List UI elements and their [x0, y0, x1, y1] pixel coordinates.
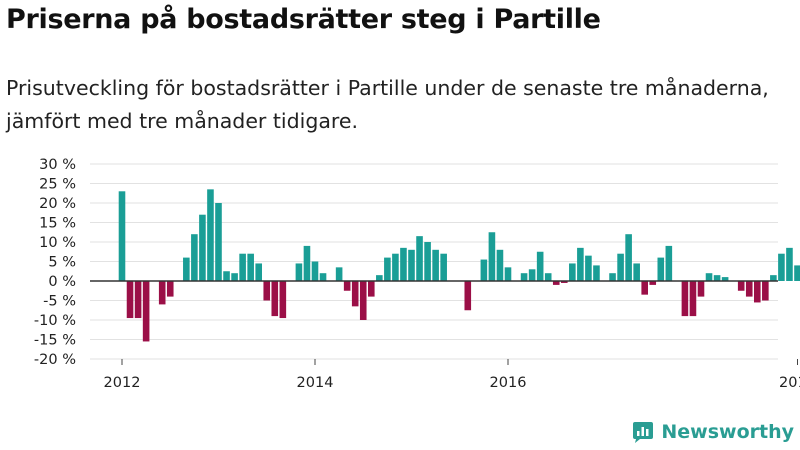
y-tick-label: -15 % [34, 333, 76, 349]
bar [625, 234, 632, 281]
bar [384, 257, 391, 281]
bar [504, 267, 512, 281]
bar [207, 189, 214, 281]
bar [496, 249, 504, 281]
bar [786, 247, 793, 281]
bar [199, 214, 206, 281]
brand-name: Newsworthy [661, 421, 794, 443]
x-tick-label: 2014 [297, 375, 334, 390]
bar [560, 281, 568, 283]
bar [665, 245, 673, 281]
bar [745, 281, 753, 297]
y-tick-label: 15 % [39, 216, 76, 232]
y-tick-label: 10 % [39, 235, 76, 251]
bar [126, 281, 134, 319]
bar [166, 281, 174, 297]
bar [424, 242, 431, 281]
bar [713, 275, 721, 281]
bar [223, 271, 230, 281]
bar [585, 255, 592, 281]
bar [408, 249, 415, 281]
bar [335, 267, 343, 281]
y-tick-label: 20 % [39, 196, 76, 212]
bar [464, 281, 472, 311]
y-tick-label: 25 % [39, 177, 76, 193]
bar [617, 253, 624, 281]
bar [737, 281, 745, 291]
bar [239, 253, 246, 281]
bar [400, 247, 407, 281]
bar [520, 273, 528, 281]
bar [255, 263, 262, 281]
newsworthy-logo: Newsworthy [631, 420, 794, 444]
y-tick-label: -5 % [43, 294, 76, 310]
bar [794, 265, 800, 281]
x-tick-label: 2012 [104, 375, 141, 390]
bar [263, 281, 271, 301]
bar [247, 253, 254, 281]
chart-subtitle: Prisutveckling för bostadsrätter i Parti… [6, 76, 769, 133]
bar [697, 281, 705, 297]
bar [392, 253, 399, 281]
bar [609, 273, 616, 281]
chart-title: Priserna på bostadsrätter steg i Partill… [6, 4, 601, 35]
bar [271, 281, 279, 317]
bar [753, 281, 761, 303]
bar [536, 251, 544, 281]
bar [158, 281, 166, 305]
bar [681, 281, 689, 317]
bars [118, 189, 800, 342]
y-tick-label: 30 % [39, 157, 76, 173]
bar [359, 281, 367, 320]
x-tick-label: 2016 [490, 375, 527, 390]
bar [215, 203, 222, 281]
bar [142, 281, 150, 342]
bar [416, 236, 423, 281]
bar [311, 261, 319, 281]
bar [705, 273, 713, 281]
x-tick-label: 2019 [779, 375, 800, 390]
bar [633, 263, 640, 281]
bar [689, 281, 697, 317]
y-tick-label: 5 % [48, 255, 76, 271]
bar [552, 281, 560, 285]
y-tick-label: -10 % [34, 313, 76, 329]
y-tick-label: 0 % [48, 274, 76, 290]
bar [376, 275, 383, 281]
bar [649, 281, 657, 285]
bar [279, 281, 287, 319]
bar [118, 191, 126, 281]
bar [762, 281, 769, 301]
bar [295, 263, 303, 281]
bar [367, 281, 375, 297]
bar [528, 269, 536, 281]
bar [778, 253, 785, 281]
y-axis-tick-labels: -20 % -15 % -10 % -5 % 0 % 5 % 10 % 15 % 20 % 25 … [34, 157, 76, 368]
y-tick-label: -20 % [34, 352, 76, 368]
bar [303, 245, 311, 281]
bar [351, 281, 359, 307]
bar [440, 253, 447, 281]
bar [183, 257, 190, 281]
bar [641, 281, 648, 295]
bar [319, 273, 327, 281]
bar [134, 281, 142, 319]
bar [657, 257, 665, 281]
bar [432, 249, 439, 281]
bar [191, 234, 198, 281]
bar [231, 273, 238, 281]
x-axis-tick-labels: 2012201420162019202120232025 [104, 359, 800, 390]
bar [721, 277, 729, 281]
bar [544, 273, 552, 281]
bar [770, 275, 777, 281]
bar [577, 247, 584, 281]
bar [569, 263, 576, 281]
bar [343, 281, 351, 291]
bar [593, 265, 600, 281]
bar [488, 232, 496, 281]
bar-chart: -20 % -15 % -10 % -5 % 0 % 5 % 10 % 15 % 20 % 25 … [34, 157, 800, 390]
bar [480, 259, 488, 281]
bar-chart-logo-icon [633, 422, 654, 443]
